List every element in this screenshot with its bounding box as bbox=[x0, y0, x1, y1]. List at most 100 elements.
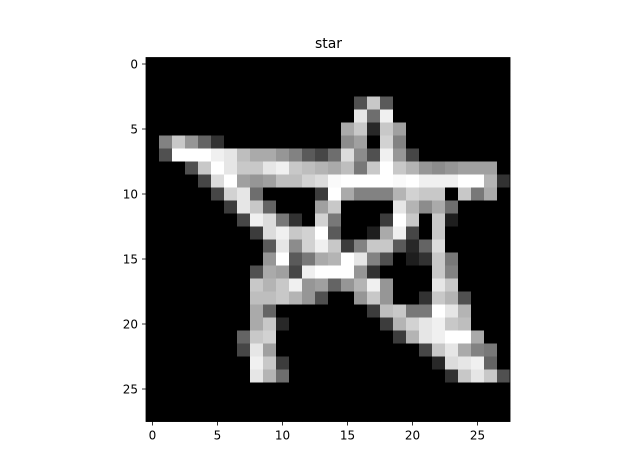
pixel-cell bbox=[380, 161, 394, 175]
pixel-cell bbox=[432, 395, 446, 409]
pixel-cell bbox=[211, 356, 225, 370]
pixel-cell bbox=[406, 174, 420, 188]
pixel-cell bbox=[341, 278, 355, 292]
pixel-cell bbox=[198, 304, 212, 318]
pixel-cell bbox=[419, 408, 433, 422]
pixel-cell bbox=[419, 278, 433, 292]
pixel-cell bbox=[198, 135, 212, 149]
pixel-cell bbox=[354, 265, 368, 279]
pixel-cell bbox=[341, 395, 355, 409]
pixel-cell bbox=[419, 122, 433, 136]
pixel-cell bbox=[276, 278, 290, 292]
pixel-cell bbox=[211, 57, 225, 71]
pixel-cell bbox=[315, 369, 329, 383]
pixel-cell bbox=[276, 161, 290, 175]
pixel-cell bbox=[276, 96, 290, 110]
pixel-cell bbox=[445, 408, 459, 422]
pixel-cell bbox=[484, 57, 498, 71]
pixel-cell bbox=[367, 317, 381, 331]
pixel-cell bbox=[224, 161, 238, 175]
pixel-cell bbox=[497, 135, 511, 149]
pixel-cell bbox=[497, 408, 511, 422]
pixel-cell bbox=[419, 70, 433, 84]
pixel-cell bbox=[354, 174, 368, 188]
pixel-cell bbox=[198, 200, 212, 214]
pixel-cell bbox=[380, 239, 394, 253]
pixel-cell bbox=[419, 148, 433, 162]
pixel-cell bbox=[432, 135, 446, 149]
pixel-cell bbox=[484, 343, 498, 357]
pixel-cell bbox=[354, 395, 368, 409]
pixel-cell bbox=[263, 356, 277, 370]
pixel-cell bbox=[224, 395, 238, 409]
pixel-cell bbox=[263, 304, 277, 318]
pixel-cell bbox=[237, 265, 251, 279]
pixel-cell bbox=[211, 200, 225, 214]
pixel-cell bbox=[224, 174, 238, 188]
pixel-cell bbox=[289, 239, 303, 253]
pixel-cell bbox=[250, 161, 264, 175]
pixel-cell bbox=[224, 356, 238, 370]
pixel-cell bbox=[497, 343, 511, 357]
pixel-cell bbox=[341, 96, 355, 110]
pixel-cell bbox=[185, 200, 199, 214]
pixel-cell bbox=[445, 252, 459, 266]
pixel-cell bbox=[302, 70, 316, 84]
pixel-cell bbox=[211, 148, 225, 162]
pixel-cell bbox=[172, 213, 186, 227]
pixel-cell bbox=[159, 369, 173, 383]
pixel-cell bbox=[380, 395, 394, 409]
pixel-cell bbox=[211, 343, 225, 357]
pixel-cell bbox=[185, 304, 199, 318]
pixel-cell bbox=[419, 135, 433, 149]
y-axis: 0 5 10 15 20 25 bbox=[123, 58, 146, 397]
pixel-cell bbox=[328, 265, 342, 279]
pixel-cell bbox=[185, 239, 199, 253]
pixel-cell bbox=[237, 304, 251, 318]
pixel-cell bbox=[237, 109, 251, 123]
pixel-cell bbox=[211, 122, 225, 136]
pixel-cell bbox=[432, 356, 446, 370]
pixel-cell bbox=[302, 57, 316, 71]
pixel-cell bbox=[380, 226, 394, 240]
pixel-cell bbox=[380, 252, 394, 266]
pixel-cell bbox=[211, 252, 225, 266]
pixel-cell bbox=[419, 369, 433, 383]
pixel-cell bbox=[185, 122, 199, 136]
pixel-cell bbox=[471, 278, 485, 292]
pixel-cell bbox=[341, 265, 355, 279]
image-pixels bbox=[146, 57, 511, 422]
pixel-cell bbox=[159, 317, 173, 331]
pixel-cell bbox=[393, 148, 407, 162]
pixel-cell bbox=[432, 278, 446, 292]
pixel-cell bbox=[393, 369, 407, 383]
pixel-cell bbox=[250, 57, 264, 71]
pixel-cell bbox=[445, 109, 459, 123]
pixel-cell bbox=[406, 408, 420, 422]
pixel-cell bbox=[289, 330, 303, 344]
pixel-cell bbox=[159, 122, 173, 136]
pixel-cell bbox=[211, 96, 225, 110]
pixel-cell bbox=[250, 135, 264, 149]
pixel-cell bbox=[198, 70, 212, 84]
pixel-cell bbox=[276, 317, 290, 331]
pixel-cell bbox=[172, 135, 186, 149]
pixel-cell bbox=[484, 174, 498, 188]
pixel-cell bbox=[380, 96, 394, 110]
pixel-cell bbox=[432, 382, 446, 396]
pixel-cell bbox=[302, 408, 316, 422]
pixel-cell bbox=[315, 291, 329, 305]
pixel-cell bbox=[484, 382, 498, 396]
pixel-cell bbox=[419, 356, 433, 370]
pixel-cell bbox=[328, 304, 342, 318]
y-tick-label: 10 bbox=[123, 188, 138, 202]
pixel-cell bbox=[224, 135, 238, 149]
plot-area: 0 5 10 15 20 25 0 5 10 15 20 25 bbox=[123, 57, 511, 443]
pixel-cell bbox=[432, 213, 446, 227]
pixel-cell bbox=[497, 239, 511, 253]
pixel-cell bbox=[341, 356, 355, 370]
pixel-cell bbox=[315, 239, 329, 253]
pixel-cell bbox=[380, 109, 394, 123]
pixel-cell bbox=[263, 239, 277, 253]
pixel-cell bbox=[302, 83, 316, 97]
